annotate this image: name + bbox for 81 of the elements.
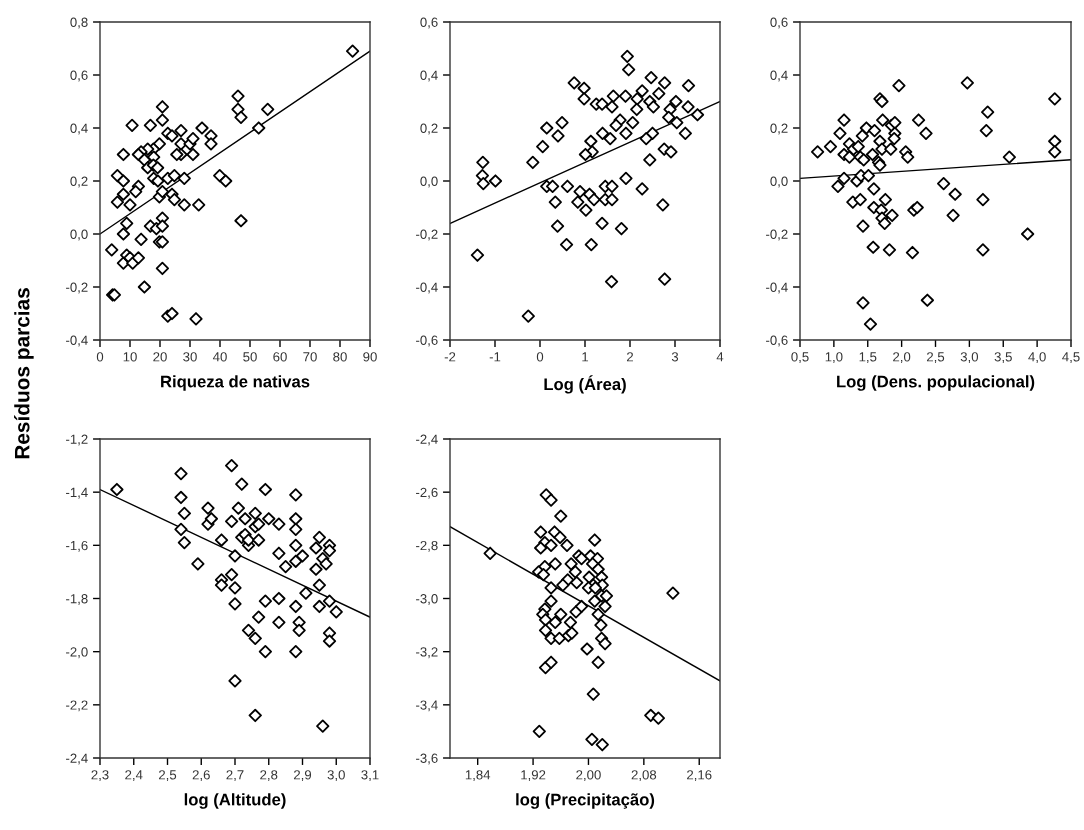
y-tick-label: 0,6 <box>770 17 788 29</box>
x-tick-label: 2,7 <box>226 770 244 782</box>
x-tick-label: 2,6 <box>192 770 210 782</box>
x-tick-label: 50 <box>243 352 257 362</box>
x-tick-label: 1,0 <box>825 352 843 364</box>
y-tick-label: 0,4 <box>420 70 438 82</box>
x-tick-label: 0 <box>96 352 104 362</box>
y-tick-label: -2,2 <box>66 700 88 712</box>
y-tick-label: -0,6 <box>416 335 438 347</box>
y-tick-label: 0,8 <box>70 17 88 29</box>
y-tick-label: -0,2 <box>416 229 438 241</box>
x-tick-label: 3,0 <box>327 770 345 782</box>
y-tick-label: -1,2 <box>66 434 88 446</box>
x-tick-label: 2 <box>627 352 634 362</box>
y-tick-label: -2,4 <box>66 753 88 765</box>
y-tick-label: 0,0 <box>70 229 88 241</box>
x-tick-label: 3,1 <box>361 770 379 782</box>
y-tick-label: -1,4 <box>66 487 88 499</box>
y-tick-label: 0,2 <box>420 123 438 135</box>
y-tick-label: -2,0 <box>66 647 88 659</box>
y-tick-label: -0,4 <box>766 282 788 294</box>
x-tick-label: 2,4 <box>125 770 143 782</box>
x-tick-label: 4,5 <box>1062 352 1080 364</box>
y-tick-label: 0,4 <box>70 123 88 135</box>
x-tick-label: 1,92 <box>521 770 546 782</box>
x-tick-label: 70 <box>303 352 317 362</box>
x-tick-label: 10 <box>123 352 137 362</box>
x-tick-label: 40 <box>212 352 227 362</box>
x-tick-label: 4,0 <box>1028 352 1046 364</box>
x-tick-label: 2,8 <box>260 770 278 782</box>
y-tick-label: -1,6 <box>66 540 88 552</box>
x-axis-title: Log (Dens. populacional) <box>837 375 1035 391</box>
x-tick-label: 20 <box>153 352 167 362</box>
x-tick-label: 2,9 <box>293 770 312 782</box>
y-tick-label: -3,4 <box>416 700 438 712</box>
y-tick-label: -2,6 <box>416 487 438 499</box>
x-tick-label: 2,5 <box>158 770 177 782</box>
x-tick-label: 3 <box>671 352 679 362</box>
x-tick-label: 2,0 <box>893 352 911 364</box>
y-tick-label: -0,6 <box>766 335 788 347</box>
x-tick-label: 1 <box>582 352 589 362</box>
y-tick-label: 0,4 <box>770 70 788 82</box>
x-axis-title: log (Precipitação) <box>516 793 655 809</box>
x-tick-label: 1,5 <box>859 352 877 364</box>
y-tick-label: -0,4 <box>66 335 88 347</box>
y-tick-label: -0,2 <box>766 229 788 241</box>
x-axis-title: Log (Área) <box>544 375 626 394</box>
x-tick-label: 80 <box>333 352 347 362</box>
x-tick-label: -1 <box>489 352 501 362</box>
x-tick-label: 60 <box>273 352 287 362</box>
x-tick-label: 2,5 <box>926 352 945 364</box>
y-tick-label: 0,0 <box>770 176 788 188</box>
y-tick-label: 0,2 <box>70 176 88 188</box>
x-tick-label: -2 <box>444 352 456 362</box>
y-tick-label: -0,2 <box>66 282 88 294</box>
y-tick-label: -3,0 <box>416 594 438 605</box>
x-tick-label: 2,08 <box>631 770 657 782</box>
x-axis-title: log (Altitude) <box>184 793 286 809</box>
y-tick-label: -3,6 <box>416 753 438 765</box>
x-tick-label: 3,5 <box>994 352 1012 364</box>
y-tick-label: 0,0 <box>420 176 438 188</box>
y-tick-label: -3,2 <box>416 647 438 659</box>
x-tick-label: 2,3 <box>91 770 109 782</box>
y-tick-label: -1,8 <box>66 594 88 605</box>
x-axis-title: Riqueza de nativas <box>161 375 310 391</box>
x-tick-label: 3,0 <box>960 352 979 364</box>
x-tick-label: 4 <box>716 352 724 362</box>
x-tick-label: 30 <box>183 352 197 362</box>
x-tick-label: 90 <box>363 352 377 362</box>
x-tick-label: 2,16 <box>687 770 712 782</box>
x-tick-label: 0,5 <box>791 352 809 364</box>
y-tick-label: 0,6 <box>70 70 88 82</box>
y-tick-label: -2,4 <box>416 434 438 446</box>
x-tick-label: 2,00 <box>576 770 601 782</box>
y-axis-title: Resíduos parcias <box>14 288 34 459</box>
x-tick-label: 0 <box>536 352 544 362</box>
y-tick-label: -2,8 <box>416 540 438 552</box>
y-tick-label: -0,4 <box>416 282 438 294</box>
x-tick-label: 1,84 <box>465 770 491 782</box>
y-tick-label: 0,6 <box>420 17 438 29</box>
y-tick-label: 0,2 <box>770 123 788 135</box>
